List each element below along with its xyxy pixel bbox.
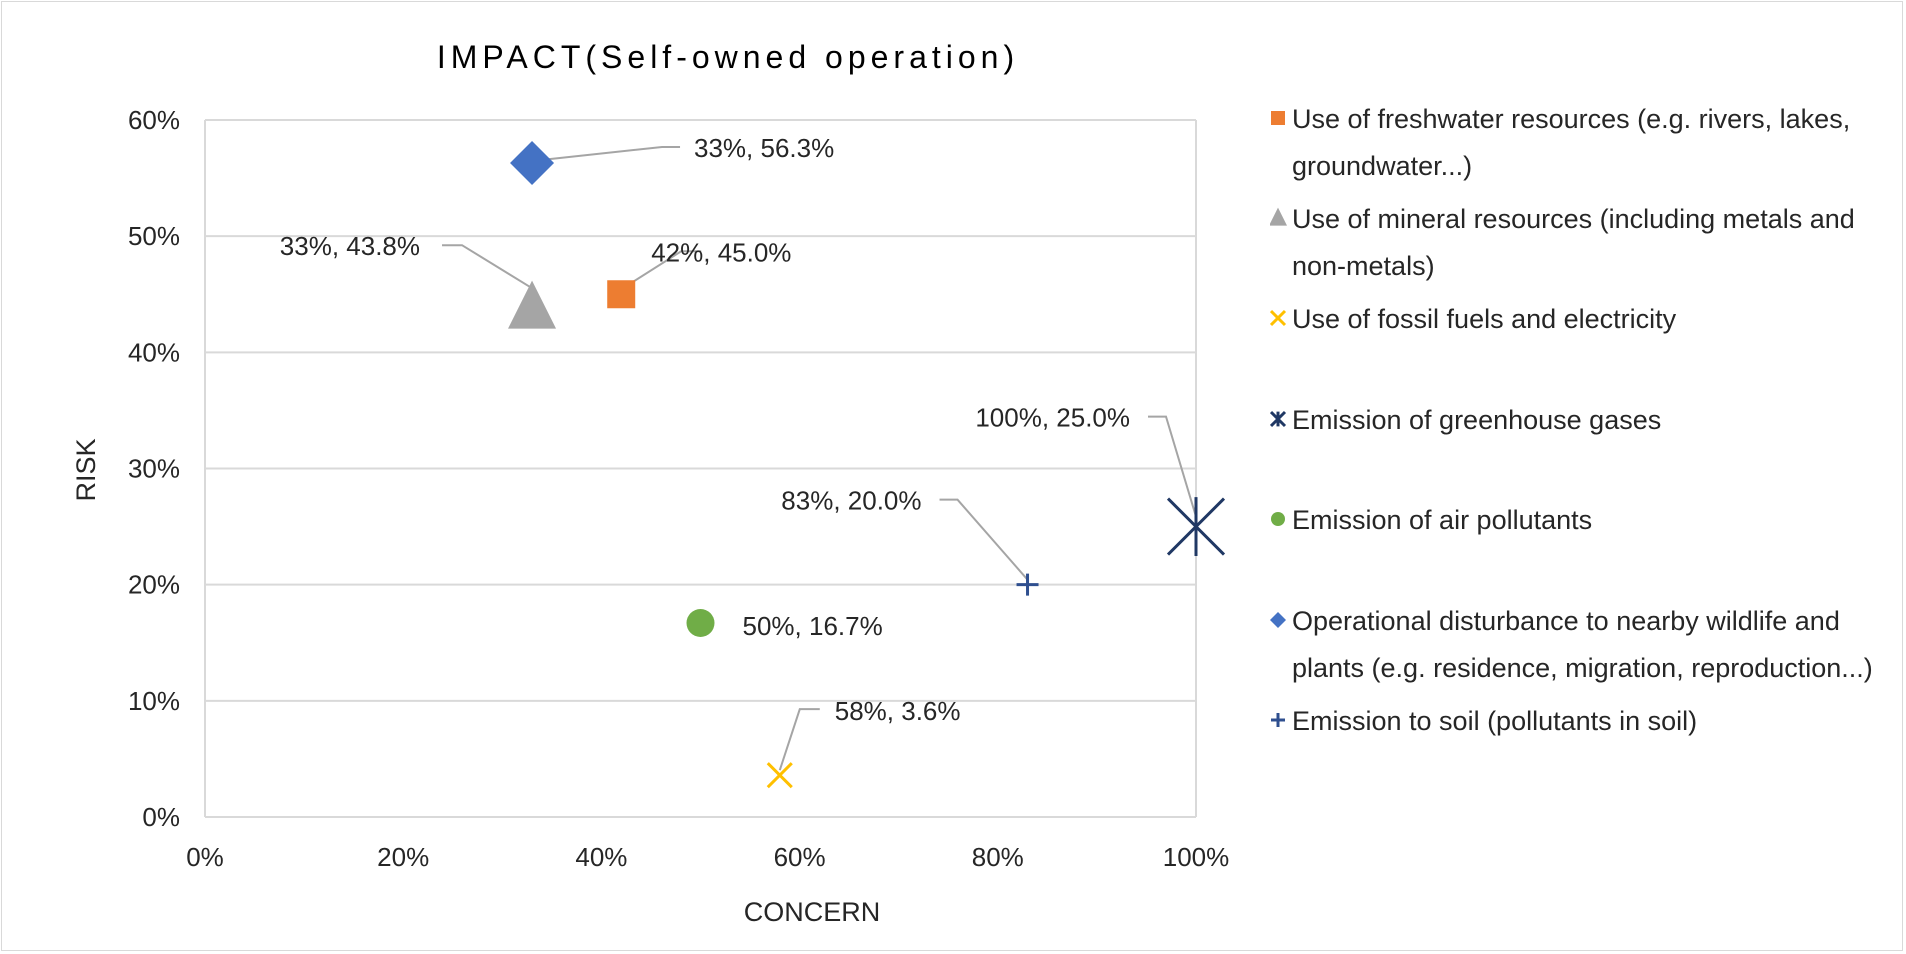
legend-label: Operational disturbance to nearby wildli…	[1292, 606, 1873, 683]
x-tick-label: 0%	[186, 842, 224, 872]
data-points	[508, 140, 1226, 789]
y-axis-ticks: 0% 10% 20% 30% 40% 50% 60%	[128, 105, 180, 832]
data-label: 50%, 16.7%	[743, 611, 883, 641]
data-point-diamond	[510, 140, 555, 185]
y-tick-label: 0%	[142, 802, 180, 832]
legend-marker-plus	[1271, 713, 1285, 727]
leader-line	[531, 145, 681, 162]
data-label: 100%, 25.0%	[975, 403, 1130, 433]
legend-item: Emission to soil (pollutants in soil)	[1270, 698, 1900, 745]
legend-marker-triangle	[1270, 207, 1287, 226]
x-tick-label: 100%	[1163, 842, 1230, 872]
legend-label: Emission of greenhouse gases	[1292, 405, 1662, 435]
data-label: 33%, 43.8%	[280, 231, 420, 261]
y-tick-label: 30%	[128, 454, 180, 484]
data-point-star	[1166, 497, 1226, 556]
data-label: 83%, 20.0%	[781, 486, 921, 516]
chart-title: IMPACT(Self-owned operation)	[437, 39, 1019, 75]
leader-line	[778, 708, 820, 771]
legend-marker-shape	[1271, 713, 1285, 727]
legend-label: Use of mineral resources (including meta…	[1292, 204, 1855, 281]
leader-line	[1148, 415, 1197, 517]
legend-marker-shape	[1270, 410, 1287, 428]
legend-item: Use of freshwater resources (e.g. rivers…	[1270, 96, 1900, 190]
y-tick-label: 50%	[128, 221, 180, 251]
data-label: 33%, 56.3%	[694, 133, 834, 163]
x-axis-label: CONCERN	[744, 897, 881, 927]
legend-label: Emission to soil (pollutants in soil)	[1292, 706, 1698, 736]
legend-marker-shape	[1270, 309, 1287, 327]
x-tick-label: 40%	[575, 842, 627, 872]
legend-item: Emission of air pollutants	[1270, 497, 1900, 544]
legend-item: Operational disturbance to nearby wildli…	[1270, 598, 1900, 692]
legend-item: Emission of greenhouse gases	[1270, 397, 1900, 444]
legend-marker-shape	[1270, 612, 1286, 628]
legend-marker-diamond	[1270, 612, 1286, 628]
leader-line	[939, 498, 1029, 581]
y-tick-label: 20%	[128, 570, 180, 600]
legend-marker-shape	[1271, 111, 1285, 125]
data-point-x	[766, 762, 793, 789]
data-label: 58%, 3.6%	[835, 696, 961, 726]
data-point-circle	[686, 609, 715, 638]
x-tick-label: 80%	[972, 842, 1024, 872]
x-axis-ticks: 0% 20% 40% 60% 80% 100%	[186, 842, 1229, 872]
legend-label: Use of freshwater resources (e.g. rivers…	[1292, 104, 1851, 181]
legend-label: Emission of air pollutants	[1292, 505, 1593, 535]
legend-marker-x	[1270, 309, 1287, 327]
legend-marker-circle	[1271, 512, 1285, 526]
leader-line	[620, 250, 702, 291]
data-label: 42%, 45.0%	[651, 237, 791, 267]
y-tick-label: 40%	[128, 337, 180, 367]
gridlines	[204, 119, 1197, 818]
legend-item: Use of mineral resources (including meta…	[1270, 196, 1900, 290]
data-point-plus	[1016, 573, 1039, 596]
legend-marker-star	[1270, 410, 1287, 428]
leader-line	[442, 244, 533, 290]
data-point-triangle	[508, 280, 557, 329]
legend-item: Use of fossil fuels and electricity	[1270, 296, 1900, 343]
data-point-square	[607, 280, 636, 309]
data-label-leaders	[442, 145, 1197, 771]
legend-marker-shape	[1270, 207, 1287, 226]
legend-marker-square	[1271, 111, 1285, 125]
legend-label: Use of fossil fuels and electricity	[1292, 304, 1677, 334]
y-tick-label: 10%	[128, 686, 180, 716]
y-tick-label: 60%	[128, 105, 180, 135]
legend-marker-shape	[1271, 512, 1285, 526]
data-labels: 42%, 45.0% 33%, 43.8% 58%, 3.6% 100%, 25.0%…	[280, 133, 1130, 726]
y-axis-label: RISK	[71, 438, 101, 501]
x-tick-label: 20%	[377, 842, 429, 872]
x-tick-label: 60%	[774, 842, 826, 872]
